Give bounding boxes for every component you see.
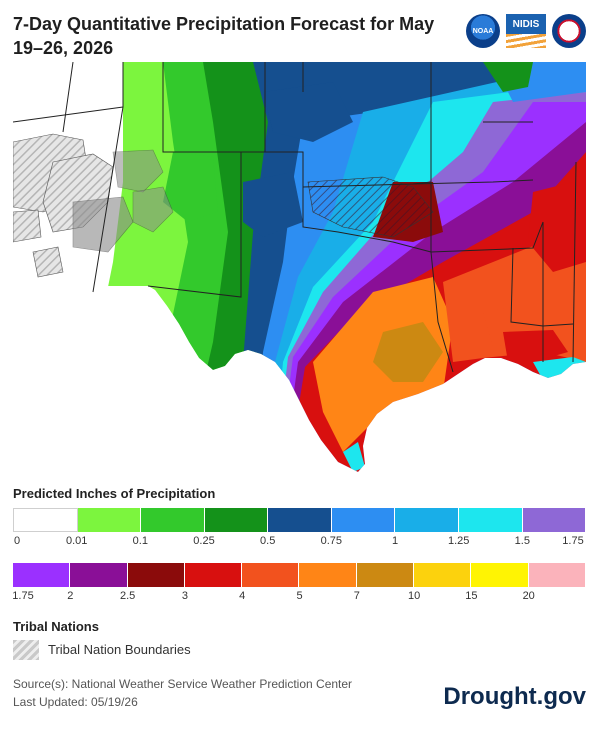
legend-label: 2.5 — [119, 590, 136, 602]
tribal-boundaries — [13, 133, 434, 278]
legend-swatch — [13, 508, 78, 532]
logo-group: NOAA NIDIS — [466, 12, 586, 50]
legend-row-1 — [13, 508, 587, 532]
source-text: Source(s): National Weather Service Weat… — [13, 677, 353, 691]
legend-label: 7 — [353, 590, 360, 602]
drought-gov-logo[interactable]: Drought.gov — [443, 683, 586, 710]
legend-swatch — [471, 563, 529, 587]
legend-swatch — [184, 563, 243, 587]
legend-swatch — [268, 508, 332, 532]
precipitation-map[interactable] — [13, 62, 586, 472]
legend-label: 4 — [239, 590, 246, 602]
legend-label: 1.75 — [562, 535, 584, 547]
legend-title: Predicted Inches of Precipitation — [13, 486, 216, 501]
legend-label: 20 — [522, 590, 535, 602]
nidis-logo-wave — [506, 34, 546, 48]
nws-logo[interactable] — [552, 14, 586, 48]
legend-swatch — [13, 563, 71, 587]
legend-swatch — [395, 508, 459, 532]
legend-label: 1.5 — [514, 535, 530, 547]
legend-swatch — [242, 563, 300, 587]
legend-label: 0 — [13, 535, 21, 547]
tribal-hatch-swatch — [13, 640, 39, 660]
page-title: 7-Day Quantitative Precipitation Forecas… — [13, 14, 435, 58]
legend-label: 15 — [465, 590, 478, 602]
legend-row-2 — [13, 563, 586, 587]
water-bodies — [13, 286, 586, 472]
legend-swatch — [204, 508, 269, 532]
legend-label: 0.25 — [193, 535, 215, 547]
legend-label: 0.75 — [320, 535, 343, 547]
nidis-logo[interactable]: NIDIS — [506, 13, 546, 49]
legend-label: 10 — [407, 590, 421, 602]
legend-label: 0.1 — [132, 535, 148, 547]
legend-swatch — [141, 508, 205, 532]
legend-labels-1: 0 0.01 0.1 0.25 0.5 0.75 1 1.25 1.5 1.75 — [13, 535, 586, 549]
legend-swatch — [356, 563, 415, 587]
legend-label: 3 — [181, 590, 188, 602]
noaa-logo-text: NOAA — [472, 27, 494, 35]
legend-label: 1.75 — [12, 590, 34, 602]
legend-label: 1.25 — [447, 535, 470, 547]
legend-label: 0.01 — [65, 535, 88, 547]
legend-label: 0.5 — [260, 535, 276, 547]
legend-label: 2 — [67, 590, 74, 602]
legend-label: 5 — [296, 590, 303, 602]
last-updated: Last Updated: 05/19/26 — [13, 695, 138, 709]
legend-swatch — [127, 563, 185, 587]
nidis-logo-text: NIDIS — [506, 14, 546, 34]
legend-label: 1 — [391, 535, 399, 547]
legend-labels-2: 1.75 2 2.5 3 4 5 7 10 15 20 — [12, 590, 586, 604]
legend-swatch — [528, 563, 586, 587]
tribal-title: Tribal Nations — [13, 619, 99, 634]
legend-swatch — [522, 508, 587, 532]
noaa-logo[interactable]: NOAA — [466, 14, 500, 48]
legend-swatch — [299, 563, 357, 587]
legend-swatch — [70, 563, 128, 587]
legend-swatch — [458, 508, 523, 532]
state-boundaries — [13, 62, 577, 373]
legend-swatch — [77, 508, 142, 532]
legend-swatch — [331, 508, 396, 532]
legend-swatch — [414, 563, 472, 587]
tribal-label: Tribal Nation Boundaries — [48, 642, 191, 657]
